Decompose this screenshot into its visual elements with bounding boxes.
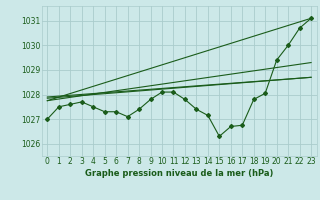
X-axis label: Graphe pression niveau de la mer (hPa): Graphe pression niveau de la mer (hPa)	[85, 169, 273, 178]
